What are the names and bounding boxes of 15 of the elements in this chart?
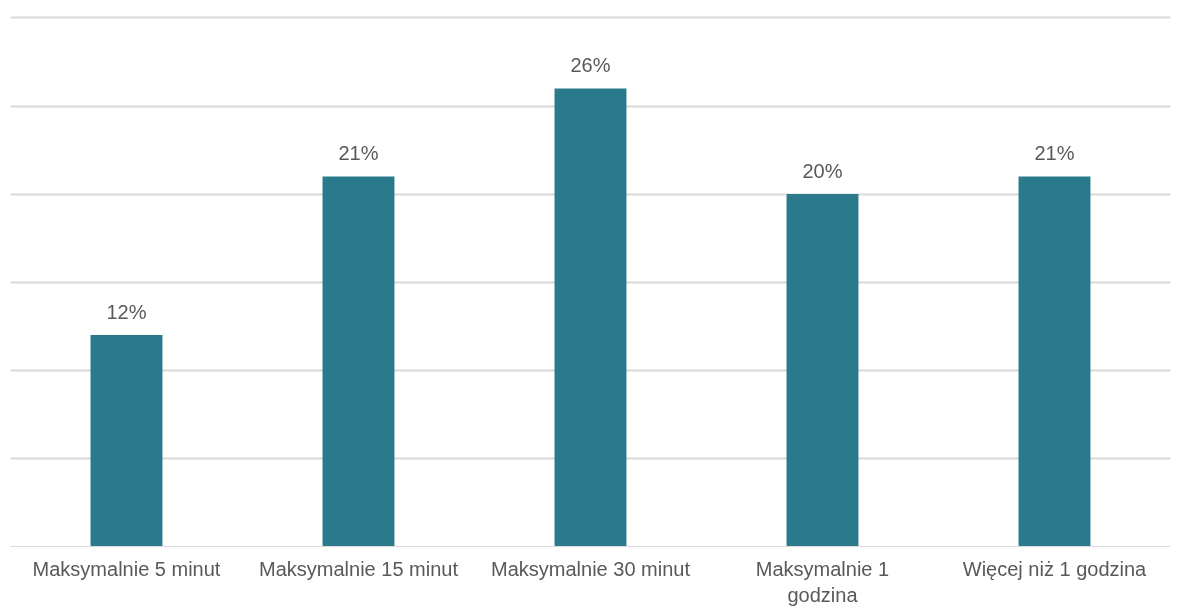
data-label: 26% (570, 54, 611, 77)
bar (90, 335, 163, 547)
bar (322, 176, 395, 547)
data-label: 21% (1034, 142, 1075, 165)
bar (554, 88, 627, 547)
data-label: 21% (338, 142, 379, 165)
x-tick-label: Maksymalnie 15 minut (259, 557, 459, 580)
bar (1018, 176, 1091, 547)
x-tick-label: Więcej niż 1 godzina (962, 557, 1148, 580)
data-label: 12% (106, 301, 147, 324)
x-tick-label: Maksymalnie 30 minut (491, 557, 691, 580)
x-tick-label: Maksymalnie 1 godzina (755, 557, 890, 606)
data-label: 20% (802, 160, 843, 183)
bar (786, 194, 859, 547)
x-tick-label: Maksymalnie 5 minut (32, 557, 221, 580)
